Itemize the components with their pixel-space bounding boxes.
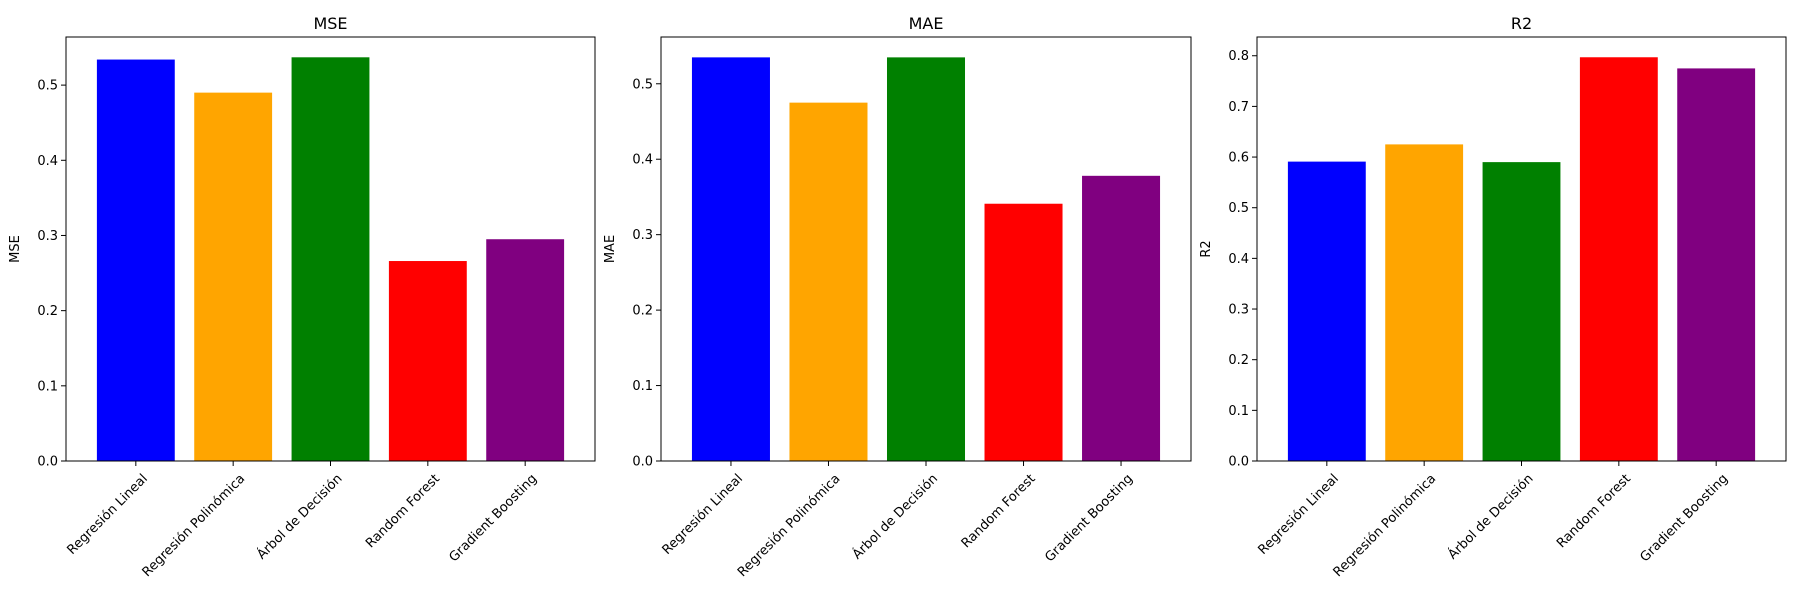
x-tick-label: Regresión Polinómica <box>1331 471 1440 580</box>
y-tick-label: 0.6 <box>1228 151 1249 166</box>
bar-2 <box>1385 144 1464 461</box>
x-tick-label: Regresión Lineal <box>1256 471 1342 557</box>
y-tick-label: 0.4 <box>37 154 58 169</box>
y-tick-label: 0.5 <box>632 77 653 92</box>
bar-3 <box>1482 162 1561 462</box>
bar-2 <box>789 102 868 461</box>
y-tick-label: 0.1 <box>1228 404 1249 419</box>
x-tick-label: Regresión Lineal <box>660 471 746 557</box>
y-tick-label: 0.4 <box>632 153 653 168</box>
y-tick-label: 0.0 <box>1228 455 1249 470</box>
bar-3 <box>886 57 966 461</box>
x-tick-label: Árbol de Decisión <box>849 471 941 563</box>
x-tick-label: Gradient Boosting <box>1042 471 1136 565</box>
y-tick-label: 0.8 <box>1228 49 1249 64</box>
y-tick-label: 0.1 <box>37 379 58 394</box>
plot-frame <box>65 36 596 462</box>
bar-5 <box>1677 68 1756 461</box>
chart-title: MAE <box>909 14 944 33</box>
y-tick-label: 0.2 <box>632 304 653 319</box>
x-tick-label: Gradient Boosting <box>447 471 541 565</box>
y-tick-label: 0.5 <box>1228 201 1249 216</box>
bar-5 <box>1082 175 1161 461</box>
y-tick-label: 0.2 <box>37 304 58 319</box>
chart-title: MSE <box>313 14 347 33</box>
x-tick-label: Gradient Boosting <box>1638 471 1732 565</box>
x-tick-label: Árbol de Decisión <box>1445 471 1537 563</box>
x-tick-label: Regresión Polinómica <box>735 471 844 580</box>
y-tick-label: 0.1 <box>632 379 653 394</box>
x-tick-label: Random Forest <box>1554 471 1634 551</box>
bar-1 <box>691 57 770 461</box>
x-tick-label: Árbol de Decisión <box>254 471 346 563</box>
plot-frame <box>1256 36 1787 462</box>
x-tick-label: Random Forest <box>363 471 443 551</box>
y-tick-label: 0.5 <box>37 79 58 94</box>
bar-5 <box>486 239 565 461</box>
y-axis-label: MAE <box>603 235 618 263</box>
y-tick-label: 0.2 <box>1228 353 1249 368</box>
y-tick-label: 0.0 <box>37 455 58 470</box>
x-tick-label: Regresión Polinómica <box>140 471 249 580</box>
bar-4 <box>984 203 1063 461</box>
bar-1 <box>96 59 175 461</box>
y-axis-label: R2 <box>1199 240 1214 257</box>
x-tick-label: Random Forest <box>959 471 1039 551</box>
bar-1 <box>1287 161 1366 461</box>
plot-frame <box>660 36 1192 462</box>
chart-title: R2 <box>1511 14 1532 33</box>
y-tick-label: 0.3 <box>632 228 653 243</box>
y-tick-label: 0.3 <box>1228 303 1249 318</box>
y-tick-label: 0.4 <box>1228 252 1249 267</box>
bar-2 <box>194 92 273 462</box>
x-tick-label: Regresión Lineal <box>65 471 151 557</box>
y-tick-label: 0.0 <box>632 455 653 470</box>
bar-4 <box>1579 57 1658 461</box>
y-tick-label: 0.3 <box>37 229 58 244</box>
y-tick-label: 0.7 <box>1228 100 1249 115</box>
bar-4 <box>388 261 467 461</box>
bar-3 <box>291 57 370 461</box>
y-axis-label: MSE <box>8 235 23 263</box>
